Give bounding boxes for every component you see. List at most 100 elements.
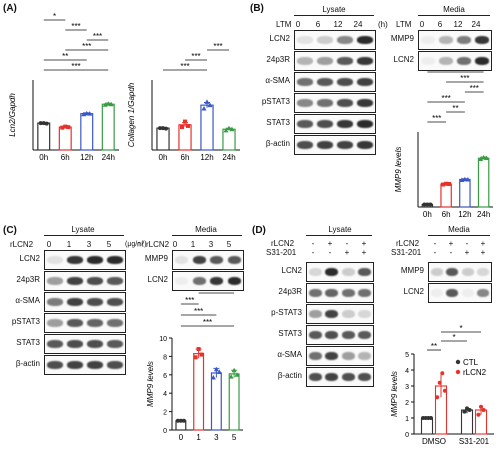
blot-band bbox=[341, 331, 355, 339]
blot-band bbox=[297, 99, 313, 107]
data-point bbox=[441, 182, 446, 187]
blot-row-label: STAT3 bbox=[16, 338, 40, 347]
d-row2-label: S31-201 bbox=[266, 248, 297, 257]
blot-band bbox=[317, 120, 333, 128]
blot-band bbox=[461, 289, 474, 297]
data-point bbox=[164, 126, 168, 131]
blot-strip bbox=[44, 292, 126, 312]
blot-band bbox=[210, 256, 224, 264]
blot-strip bbox=[44, 355, 126, 375]
blot-strip bbox=[294, 51, 376, 71]
c-unit: (μg/㎖) bbox=[125, 241, 147, 248]
blot-band bbox=[67, 340, 83, 348]
blot-band bbox=[87, 256, 103, 264]
blot-band bbox=[475, 57, 489, 65]
blot-strip bbox=[428, 283, 492, 303]
column-label: - bbox=[345, 239, 349, 248]
blot-band bbox=[317, 78, 333, 86]
y-tick-label: 6 bbox=[163, 373, 167, 380]
data-point bbox=[210, 375, 216, 380]
blot-band bbox=[67, 361, 83, 369]
c-lysate-rule bbox=[44, 235, 124, 236]
significance-label: *** bbox=[191, 52, 200, 61]
column-label: 3 bbox=[208, 240, 214, 249]
column-label: 1 bbox=[66, 240, 72, 249]
blot-strip bbox=[306, 304, 374, 324]
blot-band bbox=[67, 277, 83, 285]
blot-row-label: STAT3 bbox=[266, 118, 290, 127]
blot-band bbox=[341, 310, 355, 318]
bar bbox=[460, 409, 474, 435]
y-tick-label: 3 bbox=[405, 384, 409, 391]
b-ltm-label: LTM bbox=[276, 20, 292, 29]
blot-row-label: LCN2 bbox=[19, 254, 40, 263]
blot-strip bbox=[428, 262, 492, 282]
x-tick-label: 0h bbox=[39, 153, 48, 162]
data-point bbox=[161, 126, 165, 131]
y-axis-label: MMP9 levels bbox=[390, 371, 399, 417]
b-ltm-label-media: LTM bbox=[396, 20, 412, 29]
data-point bbox=[193, 355, 198, 360]
d-row1-label-media: rLCN2 bbox=[396, 239, 420, 248]
data-point bbox=[422, 202, 427, 207]
c-media-rule bbox=[172, 235, 242, 236]
column-label: 1 bbox=[190, 240, 196, 249]
blot-band bbox=[446, 289, 459, 297]
blot-band bbox=[297, 57, 313, 65]
x-tick-label: 24h bbox=[477, 210, 490, 219]
b-lysate-title: Lysate bbox=[322, 5, 346, 14]
blot-band bbox=[67, 319, 83, 327]
bar bbox=[58, 126, 72, 151]
b-unit: (h) bbox=[378, 20, 388, 29]
b-media-title: Media bbox=[443, 5, 465, 14]
c-lysate-title: Lysate bbox=[71, 225, 95, 234]
blot-row-label: STAT3 bbox=[278, 329, 302, 338]
data-point bbox=[435, 395, 440, 400]
blot-band bbox=[337, 78, 353, 86]
column-label: 0 bbox=[46, 240, 52, 249]
significance-label: ** bbox=[452, 104, 458, 113]
blot-band bbox=[477, 289, 490, 297]
blot-strip bbox=[172, 271, 244, 291]
significance-label: *** bbox=[470, 84, 479, 93]
y-tick-label: 0 bbox=[405, 432, 409, 439]
blot-strip bbox=[306, 346, 374, 366]
column-label: - bbox=[311, 248, 315, 257]
blot-band bbox=[421, 36, 435, 44]
data-point bbox=[228, 374, 234, 379]
blot-band bbox=[341, 352, 355, 360]
data-point bbox=[178, 418, 183, 423]
blot-row-label: MMP9 bbox=[144, 254, 168, 263]
blot-band bbox=[358, 331, 371, 339]
blot-band bbox=[325, 289, 338, 297]
blot-band bbox=[317, 141, 333, 149]
blot-strip bbox=[172, 250, 244, 270]
y-tick-label: 2 bbox=[163, 410, 167, 417]
data-point bbox=[87, 111, 93, 116]
x-tick-label: 24h bbox=[222, 153, 235, 162]
data-point bbox=[437, 380, 442, 385]
blot-band bbox=[67, 298, 83, 306]
data-point bbox=[84, 110, 90, 116]
blot-band bbox=[357, 36, 373, 44]
x-tick-label: 6h bbox=[181, 153, 190, 162]
blot-band bbox=[297, 78, 313, 86]
blot-row-label: LCN2 bbox=[393, 55, 414, 64]
blot-band bbox=[67, 256, 83, 264]
data-point bbox=[196, 347, 201, 352]
blot-band bbox=[446, 268, 459, 276]
data-point bbox=[428, 202, 433, 207]
column-label: 5 bbox=[226, 240, 232, 249]
blot-band bbox=[317, 99, 333, 107]
blot-row-label: β-actin bbox=[265, 139, 290, 148]
x-tick-label: 0h bbox=[159, 153, 168, 162]
significance-label: *** bbox=[451, 70, 460, 73]
blot-band bbox=[317, 57, 333, 65]
d-lysate-title: Lysate bbox=[328, 225, 352, 234]
blot-band bbox=[325, 268, 338, 276]
blot-row-label: 24p3R bbox=[16, 275, 40, 284]
data-point bbox=[207, 102, 213, 108]
data-point bbox=[465, 177, 471, 182]
